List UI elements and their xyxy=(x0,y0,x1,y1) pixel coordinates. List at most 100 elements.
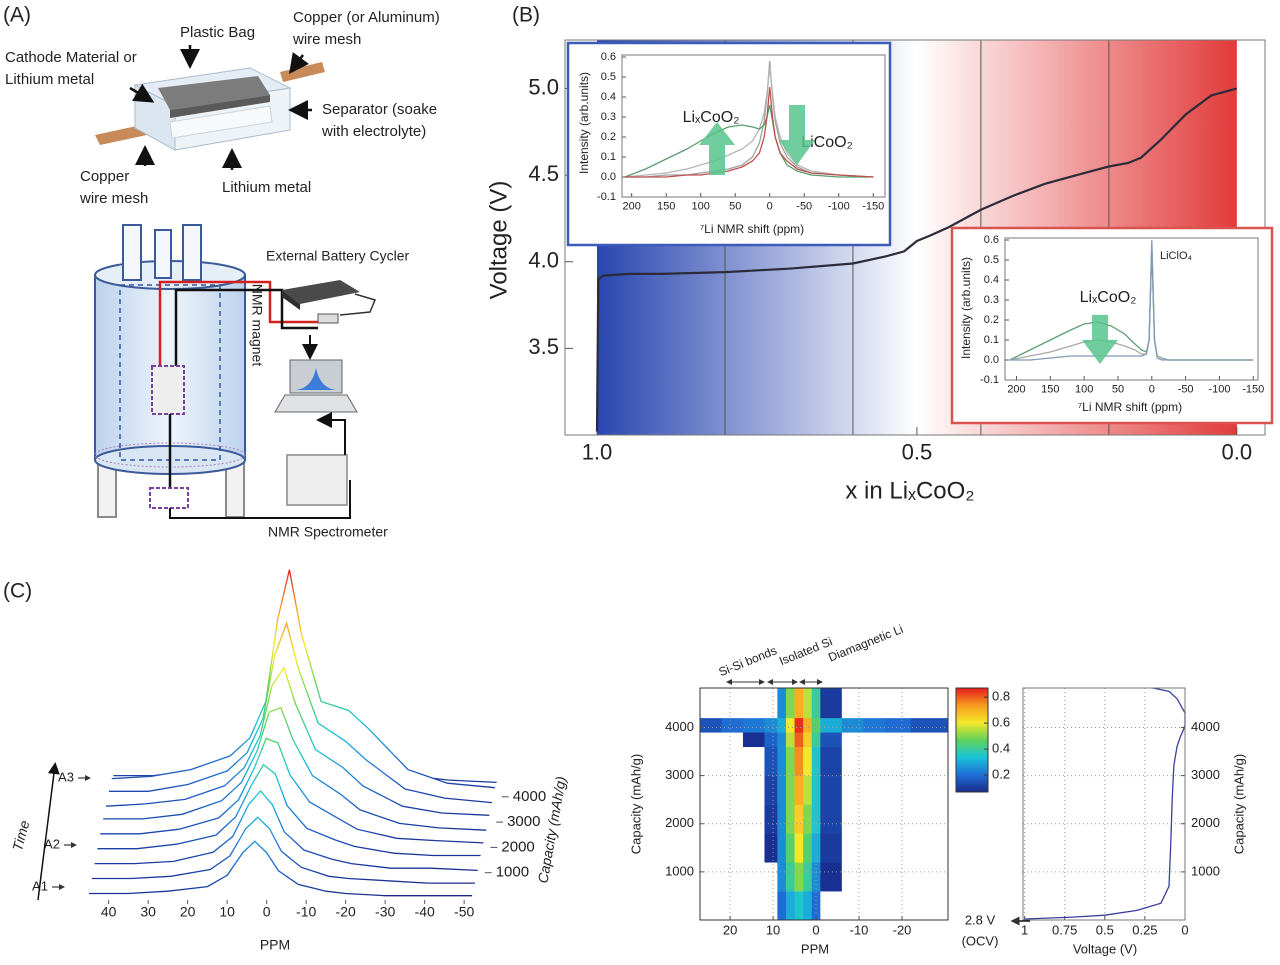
heat-cell xyxy=(910,746,949,776)
x-tick-label: -100 xyxy=(1208,383,1230,395)
plot-frame xyxy=(1004,237,1259,381)
heat-cell xyxy=(820,891,843,921)
spectrum-fill xyxy=(88,841,473,898)
x-tick-label: 30 xyxy=(140,904,156,920)
capacity-tick-label: 4000 xyxy=(513,788,546,805)
heat-cell xyxy=(721,775,744,805)
heat-cell xyxy=(721,717,744,733)
heat-cell xyxy=(764,891,778,921)
heat-cell xyxy=(811,833,821,863)
diagram-label: Plastic Bag xyxy=(180,24,255,41)
spectrum-fill xyxy=(97,764,481,861)
spectrum xyxy=(111,569,495,789)
heat-cell xyxy=(764,688,778,719)
y-tick-label: 0.6 xyxy=(601,51,616,63)
y-tick-label: 0.5 xyxy=(984,254,999,266)
y-tick-label: 5.0 xyxy=(528,74,559,99)
laptop xyxy=(274,394,358,413)
x-tick-label: 0.25 xyxy=(1132,922,1157,937)
heat-cell xyxy=(820,833,843,863)
heat-cell xyxy=(794,732,804,748)
heat-cell xyxy=(785,833,795,863)
x-axis-label: Voltage (V) xyxy=(1073,941,1137,956)
heat-cell xyxy=(841,833,864,863)
heat-cell xyxy=(863,833,886,863)
heat-cell xyxy=(811,732,821,748)
heat-cell xyxy=(742,732,765,748)
y-tick-label: 3.5 xyxy=(528,334,559,359)
heat-cell xyxy=(863,891,886,921)
x-tick-label: 0.0 xyxy=(1222,440,1253,465)
heat-cell xyxy=(764,862,778,892)
x-tick-label: -20 xyxy=(336,904,356,920)
heat-cell xyxy=(820,746,843,776)
heat-cell xyxy=(803,804,813,834)
panel-label: (B) xyxy=(512,4,540,27)
heat-cell xyxy=(700,746,722,776)
heat-cell xyxy=(794,862,804,892)
post xyxy=(182,224,202,281)
annotation: LiₓCoO₂ xyxy=(1080,289,1137,306)
spectrum xyxy=(91,816,475,884)
heat-cell xyxy=(803,775,813,805)
setup-diagram xyxy=(94,224,377,519)
heat-cell xyxy=(777,775,787,805)
battery-cycler xyxy=(282,280,360,304)
heat-cell xyxy=(794,891,804,921)
colorbar-tick-label: 0.2 xyxy=(992,767,1010,782)
y-tick-label: 4000 xyxy=(1191,719,1220,734)
diagram-label: Copper xyxy=(80,168,129,185)
x-tick-label: 150 xyxy=(1041,383,1059,395)
x-tick-label: -50 xyxy=(796,200,812,212)
x-tick-label: 0 xyxy=(263,904,271,920)
heat-cell xyxy=(811,804,821,834)
series-line xyxy=(624,60,874,178)
heat-cell xyxy=(910,833,949,863)
cable xyxy=(339,293,377,316)
annotation: 2.8 V xyxy=(965,912,996,927)
heat-cell xyxy=(884,775,911,805)
x-axis-label: ⁷Li NMR shift (ppm) xyxy=(1078,400,1182,414)
panel-label: (A) xyxy=(3,4,31,27)
diagram-label: External Battery Cycler xyxy=(266,248,409,264)
spectrum xyxy=(97,763,481,857)
heat-cell xyxy=(863,862,886,892)
y-axis-label: Capacity (mAh/g) xyxy=(628,754,643,854)
spectrum xyxy=(105,666,490,816)
x-tick-label: 0 xyxy=(767,200,773,212)
panel-label: (C) xyxy=(3,580,32,603)
heat-cell xyxy=(910,732,949,748)
series-line xyxy=(595,87,1238,432)
heat-cell xyxy=(811,891,821,921)
x-tick-label: 20 xyxy=(180,904,196,920)
cell-diagram xyxy=(95,45,325,170)
heat-cell xyxy=(777,732,787,748)
post xyxy=(122,224,142,281)
time-arrow xyxy=(37,762,60,901)
laptop-screen xyxy=(296,368,336,390)
x-tick-label: 1 xyxy=(1021,922,1028,937)
heat-cell xyxy=(785,717,795,733)
x-tick-label: -30 xyxy=(375,904,395,920)
x-tick-label: 10 xyxy=(766,922,780,937)
heat-cell xyxy=(700,804,722,834)
heat-cell xyxy=(700,732,722,748)
y-tick-label: 4.5 xyxy=(528,161,559,186)
y-tick-label: 0.4 xyxy=(984,274,999,286)
heat-cell xyxy=(841,688,864,719)
heat-cell xyxy=(764,833,778,863)
y-tick-label: 3000 xyxy=(665,767,694,782)
y-tick-label: 0.3 xyxy=(601,111,616,123)
y-tick-label: 0.2 xyxy=(601,131,616,143)
series-line xyxy=(1024,687,1186,920)
heat-cell xyxy=(721,833,744,863)
annotation: LiClO₄ xyxy=(1160,250,1193,262)
heat-cell xyxy=(820,688,843,719)
heat-cell xyxy=(910,862,949,892)
heat-cell xyxy=(803,862,813,892)
heat-cell xyxy=(764,732,778,748)
heat-cell xyxy=(742,746,765,776)
spectrum xyxy=(108,621,493,804)
heat-cell xyxy=(721,804,744,834)
y-tick-label: 0.4 xyxy=(601,91,616,103)
